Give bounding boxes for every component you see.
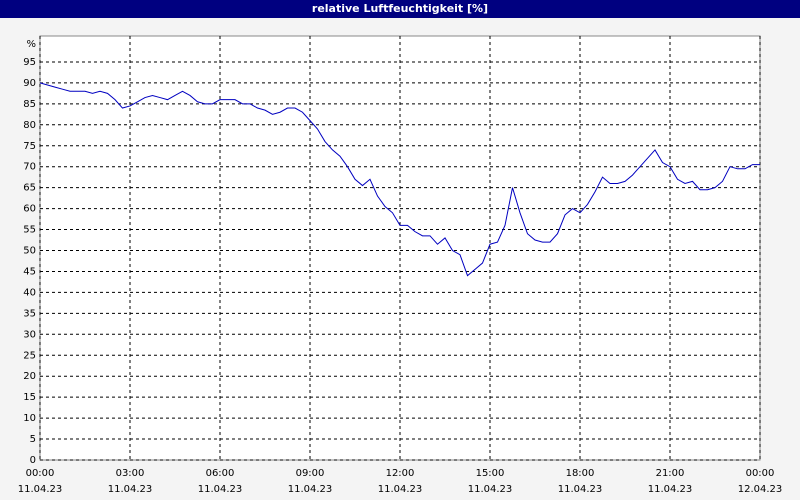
- y-tick-label: 50: [23, 246, 36, 257]
- y-tick-label: 25: [23, 350, 36, 361]
- y-tick-label: 5: [30, 434, 36, 445]
- x-tick-date: 12.04.23: [738, 484, 783, 495]
- y-tick-label: 85: [23, 99, 36, 110]
- x-tick-label: 00:00: [26, 468, 55, 479]
- x-tick-label: 06:00: [206, 468, 235, 479]
- y-tick-label: 35: [23, 308, 36, 319]
- x-tick-label: 18:00: [566, 468, 595, 479]
- y-tick-label: 80: [23, 120, 36, 131]
- y-tick-label: 45: [23, 266, 36, 277]
- y-tick-label: 55: [23, 225, 36, 236]
- title-bar: [0, 0, 800, 18]
- x-tick-date: 11.04.23: [198, 484, 243, 495]
- x-tick-label: 15:00: [476, 468, 505, 479]
- x-tick-date: 11.04.23: [288, 484, 333, 495]
- data-line: [39, 82, 760, 277]
- y-tick-label: 95: [23, 57, 36, 68]
- y-axis-label: %: [26, 39, 36, 50]
- x-tick-date: 11.04.23: [648, 484, 693, 495]
- y-tick-label: 20: [23, 371, 36, 382]
- x-tick-date: 11.04.23: [468, 484, 513, 495]
- x-tick-date: 11.04.23: [378, 484, 423, 495]
- x-tick-label: 03:00: [116, 468, 145, 479]
- y-tick-label: 40: [23, 287, 36, 298]
- y-tick-label: 60: [23, 204, 36, 215]
- y-tick-label: 70: [23, 162, 36, 173]
- y-tick-label: 10: [23, 413, 36, 424]
- x-tick-label: 09:00: [296, 468, 325, 479]
- y-tick-label: 65: [23, 183, 36, 194]
- y-tick-label: 30: [23, 329, 36, 340]
- x-tick-label: 00:00: [746, 468, 775, 479]
- y-tick-label: 75: [23, 141, 36, 152]
- y-tick-label: 15: [23, 392, 36, 403]
- y-tick-label: 90: [23, 78, 36, 89]
- x-tick-label: 12:00: [386, 468, 415, 479]
- x-tick-date: 11.04.23: [108, 484, 153, 495]
- chart-title: relative Luftfeuchtigkeit [%]: [312, 2, 488, 15]
- x-tick-label: 21:00: [656, 468, 685, 479]
- y-tick-label: 0: [30, 455, 36, 466]
- x-tick-date: 11.04.23: [18, 484, 63, 495]
- x-tick-date: 11.04.23: [558, 484, 603, 495]
